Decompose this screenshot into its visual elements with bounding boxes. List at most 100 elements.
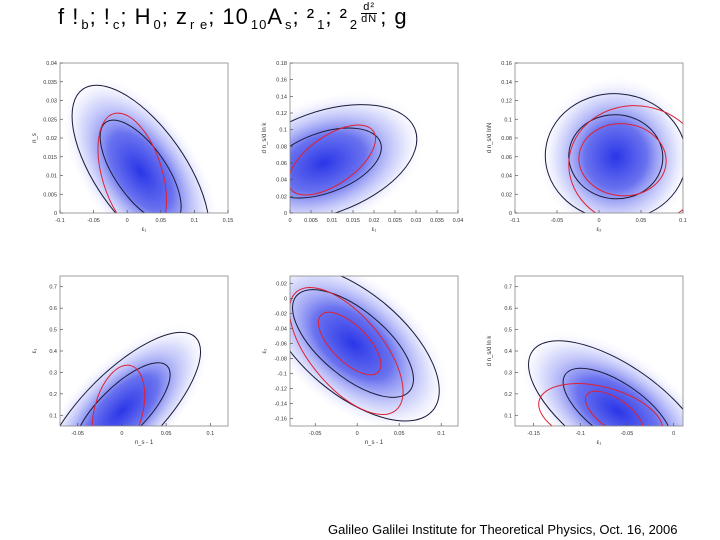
posterior-plot-2: 0 0.005 0.01 0.015 0.02 0.025 0.03 0.035 0.04 0 0.…	[262, 61, 464, 233]
density-layer	[290, 90, 427, 213]
posterior-plot-5: -0.05 0 0.05 0.1 0.02 0 -0.02 -0.04 -0.06 -0.08 -0…	[262, 275, 459, 446]
x-axis-label: ε₁	[142, 227, 147, 233]
x-tick-label: -0.05	[621, 431, 634, 437]
y-tick-label: 0.4	[504, 349, 512, 355]
y-tick-label: 0.4	[49, 349, 57, 355]
x-tick-label: -0.15	[527, 431, 540, 437]
x-tick-label: -0.05	[309, 431, 322, 437]
title-subscript-0: b	[81, 17, 90, 32]
title-subscript-7: 2	[349, 17, 359, 32]
x-tick-label: 0.025	[388, 218, 402, 224]
y-tick-label: 0.015	[43, 155, 57, 161]
x-tick-label: 0.15	[223, 218, 234, 224]
x-tick-label: 0.05	[155, 218, 166, 224]
title-derivative-den: dN	[361, 13, 378, 25]
contour-red-2	[584, 390, 644, 426]
y-tick-label: 0.6	[49, 306, 57, 312]
y-tick-label: 0.06	[501, 155, 512, 161]
y-tick-label: 0.03	[46, 99, 57, 105]
x-tick-label: 0	[120, 431, 123, 437]
contour-red-2	[317, 311, 382, 376]
y-tick-label: 0.005	[43, 192, 57, 198]
y-tick-label: 0.7	[49, 285, 57, 291]
posterior-plot-3: -0.1 -0.05 0 0.05 0.1 0 0.02 0.04 0.06 0.08 0.1 0.1…	[487, 61, 687, 233]
y-tick-label: 0.14	[501, 80, 512, 86]
contour-red-1	[568, 105, 683, 213]
x-tick-label: 0.05	[394, 431, 405, 437]
y-tick-label: -0.1	[278, 372, 287, 378]
y-tick-label: 0.18	[276, 61, 287, 67]
contour-68-blue	[292, 289, 414, 398]
x-tick-label: 0.005	[304, 218, 318, 224]
y-tick-label: 0.3	[49, 370, 57, 376]
contour-95-blue	[290, 276, 440, 422]
density-cloud	[290, 276, 451, 426]
x-tick-label: 0.04	[453, 218, 464, 224]
y-tick-label: -0.12	[274, 387, 287, 393]
x-tick-label: -0.05	[71, 431, 84, 437]
y-axis-label: ε₂	[262, 348, 268, 354]
posterior-plot-6: -0.15 -0.1 -0.05 0 0.1 0.2 0.3 0.4 0.5 0.6 0.7 ε₁ d …	[487, 275, 684, 446]
density-layer	[61, 74, 221, 213]
y-tick-label: 0.2	[504, 392, 512, 398]
x-tick-label: -0.1	[510, 218, 519, 224]
x-tick-label: 0.1	[437, 431, 445, 437]
title-derivative-num: d²	[363, 1, 376, 13]
x-tick-label: 0.03	[411, 218, 422, 224]
density-cloud	[517, 329, 683, 426]
x-tick-label: 0	[672, 431, 675, 437]
x-tick-label: -0.05	[551, 218, 564, 224]
contour-red-1	[290, 124, 377, 196]
contour-95-blue	[60, 331, 202, 426]
x-axis-label: n_s - 1	[135, 440, 154, 446]
y-tick-label: 0.025	[43, 117, 57, 123]
y-axis-label: n_s	[32, 133, 38, 143]
y-tick-label: -0.02	[274, 312, 287, 318]
x-tick-label: 0.1	[679, 218, 687, 224]
x-tick-label: 0.05	[636, 218, 647, 224]
density-layer	[290, 276, 451, 426]
x-axis-label: ε₂	[596, 227, 602, 233]
y-tick-label: 0.04	[276, 178, 287, 184]
y-tick-label: 0.5	[49, 328, 57, 334]
contour-95-blue	[290, 104, 418, 213]
y-tick-label: -0.04	[274, 327, 287, 333]
posterior-plot-1: -0.1 -0.05 0 0.05 0.1 0.15 0 0.005 0.01 0.015 0.02…	[32, 61, 234, 233]
x-tick-label: 0.01	[327, 218, 338, 224]
y-tick-label: 0.08	[276, 144, 287, 150]
plot-frame	[289, 275, 459, 427]
posterior-plot-4: -0.05 0 0.05 0.1 0.1 0.2 0.3 0.4 0.5 0.6 0.7 n_s - …	[32, 275, 229, 446]
posterior-panel-4: -0.05 0 0.05 0.1 0.1 0.2 0.3 0.4 0.5 0.6 0.7 n_s - …	[30, 268, 240, 468]
y-tick-label: 0.3	[504, 370, 512, 376]
x-tick-label: 0.02	[369, 218, 380, 224]
contour-68-blue	[562, 367, 673, 426]
x-tick-label: -0.1	[576, 431, 585, 437]
y-tick-label: 0.04	[46, 61, 57, 67]
posterior-panel-5: -0.05 0 0.05 0.1 0.02 0 -0.02 -0.04 -0.06 -0.08 -0…	[260, 268, 470, 468]
contour-red-1	[91, 364, 146, 426]
y-tick-label: 0	[509, 211, 512, 217]
title-suffix: ; g	[380, 4, 408, 29]
title-subscript-1: c	[112, 17, 121, 32]
y-tick-label: 0.08	[501, 136, 512, 142]
title-symbol-5: A	[267, 4, 284, 29]
y-tick-label: 0.1	[504, 413, 512, 419]
y-tick-label: 0.1	[504, 117, 512, 123]
title-symbol-4: ; 10	[208, 4, 249, 29]
contour-95-blue	[528, 340, 683, 426]
y-tick-label: 0	[284, 297, 287, 303]
y-tick-label: 0	[284, 211, 287, 217]
density-layer	[538, 74, 683, 213]
contour-95-blue	[71, 84, 210, 213]
density-cloud	[61, 74, 221, 213]
contour-red-1	[97, 112, 167, 213]
contour-68-blue	[73, 362, 171, 426]
y-tick-label: -0.08	[274, 357, 287, 363]
density-cloud	[538, 74, 683, 213]
y-axis-label: ε₁	[32, 349, 38, 354]
contour-68-blue	[99, 119, 182, 213]
x-axis-label: n_s - 1	[365, 440, 384, 446]
x-tick-label: 0	[356, 431, 359, 437]
x-tick-label: 0.1	[206, 431, 214, 437]
x-tick-label: 0.05	[161, 431, 172, 437]
